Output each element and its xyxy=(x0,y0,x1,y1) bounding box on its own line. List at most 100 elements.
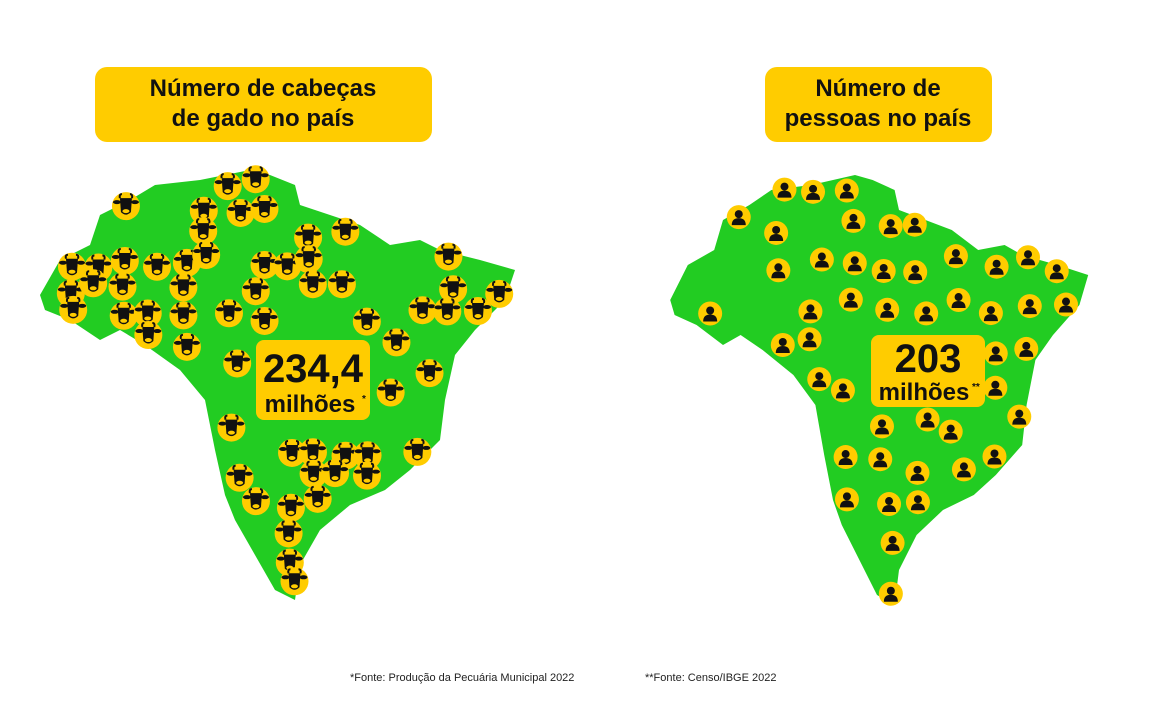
body xyxy=(839,500,854,508)
ear xyxy=(453,250,462,255)
horns xyxy=(198,242,214,248)
ear xyxy=(434,367,443,372)
ear xyxy=(346,278,355,283)
ear xyxy=(486,287,495,292)
person-icon xyxy=(946,288,971,313)
horns xyxy=(176,274,191,280)
body xyxy=(771,271,786,279)
body xyxy=(835,391,850,399)
value: 234,4 xyxy=(263,347,364,391)
cow-icon xyxy=(192,241,221,270)
ear xyxy=(208,204,217,209)
cow-icon xyxy=(241,277,270,306)
cow-icon xyxy=(353,441,382,470)
person-icon xyxy=(830,378,855,403)
muzzle xyxy=(121,263,129,268)
muzzle xyxy=(69,312,77,317)
body xyxy=(769,233,784,241)
head xyxy=(923,412,932,421)
ear xyxy=(58,260,67,265)
cow-icon xyxy=(276,493,305,522)
muzzle xyxy=(309,287,317,292)
horns xyxy=(257,251,272,258)
head xyxy=(959,462,968,471)
muzzle xyxy=(387,395,395,400)
ear xyxy=(295,501,304,506)
title-box xyxy=(95,67,432,142)
cattle-icons xyxy=(56,165,514,596)
person-icon xyxy=(834,487,859,512)
cow-icon xyxy=(109,301,138,330)
ear xyxy=(354,449,363,454)
body xyxy=(775,345,790,353)
value-box xyxy=(256,340,370,420)
head xyxy=(1061,297,1070,306)
body xyxy=(910,473,925,481)
cow-icon xyxy=(225,463,254,492)
muzzle xyxy=(495,296,503,301)
muzzle xyxy=(287,510,295,515)
ear xyxy=(299,278,308,283)
horns xyxy=(248,278,264,284)
ear xyxy=(80,277,89,282)
head xyxy=(991,380,1000,389)
body xyxy=(908,273,923,281)
ear xyxy=(371,315,380,320)
horns xyxy=(284,439,300,446)
body xyxy=(1022,307,1037,315)
ear xyxy=(464,305,473,310)
horns xyxy=(229,350,245,356)
muzzle xyxy=(338,287,346,292)
unit: milhões xyxy=(879,379,970,406)
muzzle xyxy=(304,240,312,245)
ear xyxy=(260,173,269,178)
ear xyxy=(98,277,107,282)
ear xyxy=(340,467,349,472)
ear xyxy=(224,357,233,362)
head xyxy=(991,346,1000,355)
muzzle xyxy=(363,478,371,483)
ear xyxy=(191,340,200,345)
cow-icon xyxy=(415,359,444,388)
ear xyxy=(127,280,136,285)
person-icon xyxy=(902,212,927,237)
value: 203 xyxy=(895,337,962,381)
ear xyxy=(279,446,288,451)
horns xyxy=(359,308,375,314)
muzzle xyxy=(283,269,291,274)
ear xyxy=(233,307,242,312)
head xyxy=(817,252,826,261)
person-icon xyxy=(766,258,791,283)
ear xyxy=(214,180,223,185)
ear xyxy=(299,575,308,580)
head xyxy=(886,219,895,228)
head xyxy=(877,419,886,428)
person-icon xyxy=(833,445,858,470)
muzzle xyxy=(237,215,245,220)
body xyxy=(1019,349,1034,357)
head xyxy=(1052,264,1061,273)
horns xyxy=(301,246,316,252)
person-icon xyxy=(1044,259,1069,284)
ear xyxy=(218,421,227,426)
muzzle xyxy=(260,211,268,216)
body xyxy=(943,432,958,440)
body xyxy=(948,257,963,265)
muzzle xyxy=(261,323,269,328)
head xyxy=(910,217,919,226)
ear xyxy=(260,495,269,500)
body xyxy=(731,218,746,226)
ear xyxy=(304,492,313,497)
footnote: *Fonte: Produção da Pecuária Municipal 2… xyxy=(350,672,574,684)
ear xyxy=(275,527,284,532)
horns xyxy=(233,199,248,206)
ear xyxy=(190,204,199,209)
person-icon xyxy=(801,179,826,204)
ear xyxy=(57,287,66,292)
person-icon xyxy=(868,447,893,472)
horns xyxy=(415,297,430,303)
head xyxy=(780,182,789,191)
head xyxy=(805,332,814,341)
horns xyxy=(248,166,263,172)
